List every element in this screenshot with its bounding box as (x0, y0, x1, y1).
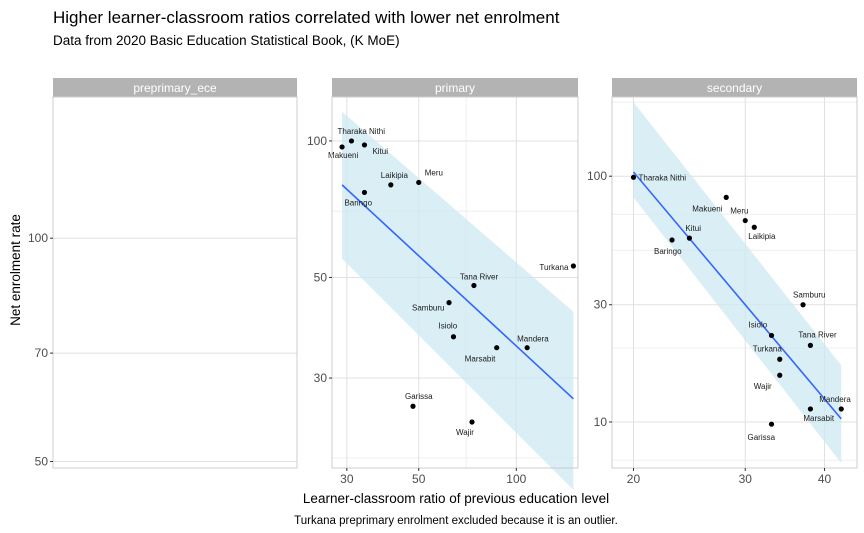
point-label: Mandera (819, 395, 851, 404)
data-point (416, 179, 422, 186)
data-point (469, 419, 475, 425)
data-point (742, 217, 748, 224)
point-label: Isiolo (749, 320, 768, 329)
y-tick-label: 70 (35, 346, 49, 360)
data-point (800, 302, 806, 308)
facet-strip-label: secondary (707, 81, 762, 95)
data-point (807, 342, 813, 348)
data-point (494, 345, 500, 351)
data-point (751, 224, 757, 230)
point-label: Garissa (405, 392, 433, 401)
data-point (777, 356, 783, 362)
data-point (630, 174, 637, 180)
point-label: Turkana (539, 263, 569, 272)
fit-line (632, 171, 842, 420)
data-point (686, 235, 693, 241)
point-label: Garissa (748, 433, 776, 442)
panel-border (611, 96, 858, 469)
data-point (450, 334, 457, 340)
point-label: Mandera (517, 335, 549, 344)
chart-caption: Turkana preprimary enrolment excluded be… (294, 515, 618, 527)
point-label: Marsabit (465, 355, 496, 364)
data-point (348, 138, 355, 144)
point-label: Wajir (754, 382, 772, 391)
data-point (838, 406, 844, 412)
point-label: Kitui (685, 224, 701, 233)
data-point (723, 194, 729, 200)
chart-title: Higher learner-classroom ratios correlat… (53, 8, 560, 27)
point-label: Tana River (798, 330, 837, 339)
y-tick-label: 100 (307, 134, 327, 148)
x-tick-label: 40 (818, 472, 832, 486)
point-label: Baringo (344, 198, 372, 207)
point-label: Tharaka Nithi (337, 127, 385, 136)
y-tick-label: 50 (314, 270, 328, 284)
facet-strip (53, 78, 297, 97)
x-tick-label: 50 (412, 472, 426, 486)
point-label: Samburu (793, 291, 825, 300)
panel-border (331, 96, 579, 469)
data-point (339, 144, 345, 150)
point-label: Isiolo (438, 322, 457, 331)
chart-subtitle: Data from 2020 Basic Education Statistic… (53, 33, 400, 48)
panel-border (52, 96, 298, 469)
point-label: Meru (730, 207, 748, 216)
point-label: Makueni (692, 204, 722, 213)
facet-primary: primary Tharaka Nithi Makueni Kitui Meru Laik… (307, 78, 579, 490)
y-tick-label: 10 (594, 415, 608, 429)
point-label: Tana River (460, 272, 499, 281)
point-label: Tharaka Nithi (638, 173, 686, 182)
y-tick-label: 50 (35, 454, 49, 468)
confidence-band (633, 102, 842, 464)
facet-strip (332, 78, 578, 97)
y-axis-label: Net enrolment rate (8, 214, 23, 326)
data-point (471, 282, 477, 289)
point-label: Wajir (456, 428, 474, 437)
point-label: Makueni (328, 151, 358, 160)
facet-preprimary_ece: preprimary_ece 50 70 100 (28, 78, 298, 469)
data-point (570, 263, 576, 269)
confidence-band (342, 111, 574, 490)
facet-strip-label: primary (435, 81, 475, 95)
data-point (807, 406, 813, 412)
data-point (768, 421, 775, 427)
y-tick-label: 100 (28, 231, 48, 245)
point-label: Laikipia (381, 171, 409, 180)
data-point (361, 142, 368, 148)
x-tick-label: 30 (340, 472, 354, 486)
point-label: Marsabit (803, 414, 834, 423)
facet-strip (612, 78, 857, 97)
fit-line (341, 184, 574, 400)
data-point (777, 372, 783, 378)
data-point (410, 403, 416, 409)
y-tick-label: 30 (594, 298, 608, 312)
data-point (446, 300, 452, 306)
x-tick-label: 100 (506, 472, 526, 486)
point-label: Laikipia (748, 232, 776, 241)
point-label: Baringo (654, 247, 682, 256)
data-point (669, 237, 675, 243)
data-point (768, 332, 775, 339)
x-tick-label: 30 (739, 472, 753, 486)
grid (53, 237, 297, 462)
y-tick-label: 30 (314, 371, 328, 385)
point-label: Samburu (412, 304, 444, 313)
point-label: Turkana (753, 344, 783, 353)
point-label: Meru (425, 168, 443, 177)
y-tick-label: 100 (587, 169, 607, 183)
data-point (524, 345, 530, 351)
facet-secondary: secondary Tharaka Nithi Makueni Meru Laikipi… (587, 78, 858, 486)
x-axis-label: Learner-classroom ratio of previous educ… (303, 491, 609, 506)
data-point (361, 189, 368, 196)
data-point (388, 182, 394, 188)
facet-panels: preprimary_ece 50 70 100 primary Tharaka Nith… (28, 78, 858, 490)
point-label: Kitui (372, 147, 388, 156)
facet-strip-label: preprimary_ece (133, 81, 217, 95)
x-tick-label: 20 (627, 472, 641, 486)
